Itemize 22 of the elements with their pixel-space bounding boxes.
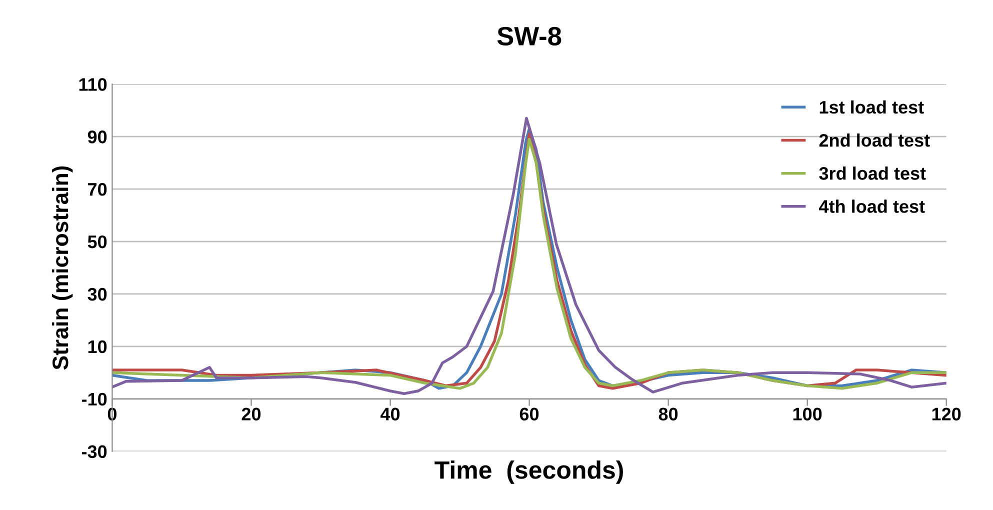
y-tick-label: -30 [82, 445, 107, 458]
x-tick-label: 40 [380, 408, 400, 420]
x-tick-label: 80 [658, 408, 678, 420]
x-tick-label: 120 [932, 408, 961, 420]
y-tick-label: 70 [88, 183, 107, 196]
y-axis-title: Strain (microstrain) [52, 166, 73, 370]
y-tick-label: 10 [88, 340, 107, 354]
legend-label: 3rd load test [819, 166, 926, 180]
x-tick-label: 0 [108, 408, 116, 420]
y-tick-label: 110 [79, 78, 107, 91]
legend-label: 2nd load test [819, 133, 930, 147]
legend-label: 1st load test [820, 100, 924, 114]
legend-label: 4th load test [819, 200, 925, 213]
chart-title: SW-8 [497, 26, 562, 46]
y-tick-label: 90 [88, 130, 107, 144]
x-axis-title: Time (seconds) [434, 460, 623, 484]
x-tick-label: 60 [520, 408, 539, 420]
y-tick-label: -10 [82, 392, 107, 406]
y-tick-label: 30 [88, 288, 107, 301]
x-tick-label: 20 [242, 408, 261, 420]
y-tick-label: 50 [88, 235, 107, 248]
x-tick-label: 100 [793, 408, 822, 420]
